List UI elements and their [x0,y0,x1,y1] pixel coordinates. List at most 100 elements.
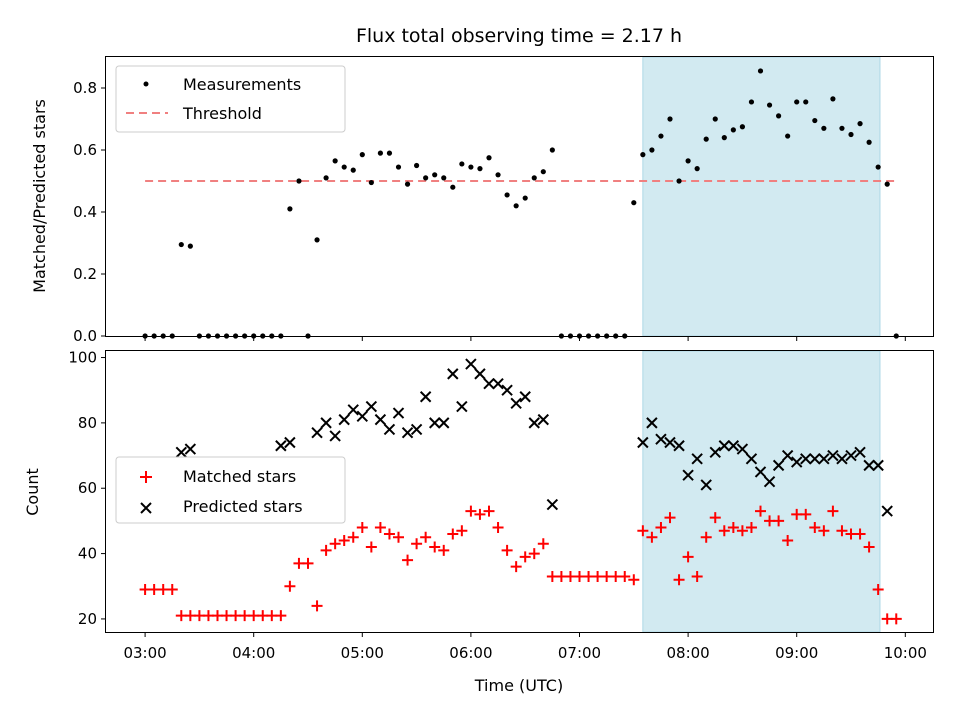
measurement-point [314,237,320,243]
x-axis-label: Time (UTC) [474,676,563,695]
top-axes-frame [105,56,934,337]
matched-star-point [818,525,830,537]
predicted-star-point [546,498,559,511]
predicted-star-point [492,377,504,390]
predicted-star-point [646,417,658,429]
legend-matched-marker [140,471,152,483]
matched-star-point [782,535,794,547]
matched-star-point [755,505,767,517]
measurement-point [739,124,746,130]
legend-measurements-marker [143,81,149,87]
predicted-star-point [854,446,866,458]
predicted-star-point [655,433,667,445]
measurement-point [757,68,764,74]
predicted-star-point [365,400,378,413]
matched-star-point [800,508,812,520]
legend-measurements-label: Measurements [183,75,301,94]
predicted-star-point [419,391,432,403]
chart-title: Flux total observing time = 2.17 h [356,25,682,47]
top-x-axis [144,336,906,341]
matched-star-point [809,521,821,533]
matched-star-point [374,521,386,533]
matched-star-point [329,538,341,550]
predicted-star-point [872,459,884,472]
legend-predicted-marker [140,502,152,514]
measurement-point [631,200,637,206]
predicted-star-point [528,417,540,429]
measurement-point [395,164,402,170]
bottom-y-tick-label: 60 [78,479,97,497]
predicted-star-point [329,430,341,442]
predicted-star-point [818,453,830,465]
measurement-point [450,184,456,190]
legend-predicted-label: Predicted stars [183,497,303,516]
matched-star-point [700,531,712,543]
measurement-point [676,178,682,184]
observing-window-shade-bottom [642,350,881,633]
matched-star-point [637,525,649,537]
predicted-star-point [275,440,287,452]
predicted-star-point [410,423,423,436]
predicted-star-point [772,459,785,472]
matched-star-point [519,551,531,563]
measurement-point [540,169,546,175]
predicted-star-point [320,417,332,429]
matched-star-point [501,544,513,556]
predicted-star-point [519,391,531,403]
measurement-point [414,162,420,169]
matched-star-point [773,515,785,527]
measurement-point [423,175,429,181]
matched-star-point [537,538,549,550]
predicted-star-point [383,423,396,436]
predicted-star-point [447,368,459,380]
measurement-point [803,99,809,105]
measurement-point [287,206,293,212]
predicted-star-point [727,440,740,452]
legend-matched-label: Matched stars [183,467,296,486]
matched-star-point [682,551,694,563]
bottom-y-tick-label: 100 [68,349,97,367]
matched-star-point [311,600,323,612]
predicted-star-point [745,453,758,465]
top-legend: Measurements Threshold [115,65,346,133]
predicted-star-point [347,404,359,416]
matched-star-point [320,544,332,556]
measurement-point [685,158,691,164]
predicted-star-point [510,397,522,409]
measurement-point [730,127,736,133]
measurement-point [332,158,338,164]
x-tick-label: 03:00 [123,644,166,662]
predicted-star-point [763,475,776,488]
measurement-point [495,172,501,178]
matched-star-point [655,521,667,533]
bottom-plot-area [139,358,902,625]
predicted-star-point [673,440,685,452]
measurement-point [359,152,365,158]
measurement-point [776,113,782,119]
predicted-star-point [637,436,649,449]
matched-star-point [284,580,296,592]
matched-star-point [429,541,441,553]
predicted-star-point [664,436,676,449]
predicted-star-point [754,466,767,478]
top-y-tick-label: 0.8 [73,79,97,97]
matched-star-point [727,521,739,533]
matched-star-point [890,613,902,625]
matched-star-point [709,512,721,524]
measurement-point [785,133,791,139]
measurement-point [875,164,881,170]
measurement-point [377,150,383,156]
bottom-panel: 20 40 60 80 100 03:00 04:00 05:00 06:00 07:00 08:… [23,349,934,695]
matched-star-point [420,531,432,543]
matched-star-point [447,528,459,540]
measurement-point [341,164,347,170]
predicted-star-point [338,413,350,426]
predicted-star-point [474,368,486,380]
measurement-point [658,133,664,139]
matched-star-point [510,561,522,573]
measurement-point [848,131,854,138]
predicted-star-point [175,446,188,458]
measurement-point [178,241,184,248]
matched-star-point [854,528,866,540]
matched-star-point [438,544,450,556]
